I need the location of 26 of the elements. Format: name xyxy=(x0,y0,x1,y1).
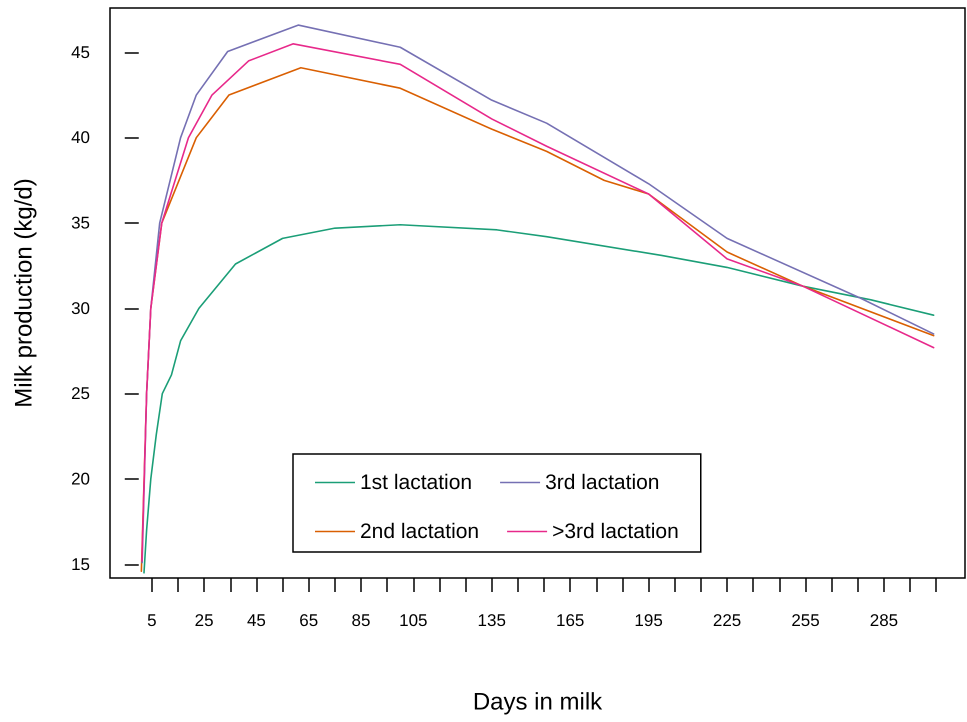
y-tick-label: 15 xyxy=(71,554,90,574)
legend-label: 2nd lactation xyxy=(360,520,480,543)
x-tick-label: 165 xyxy=(556,611,584,630)
y-axis-title: Milk production (kg/d) xyxy=(10,178,38,408)
x-axis-title: Days in milk xyxy=(472,688,604,716)
legend-label: 3rd lactation xyxy=(545,471,660,494)
x-tick-label: 255 xyxy=(791,611,820,630)
y-tick-label: 35 xyxy=(71,214,90,233)
y-tick-label: 25 xyxy=(71,384,90,404)
x-tick-label: 285 xyxy=(870,611,898,630)
x-tick-label: 5 xyxy=(147,611,157,630)
x-tick-label: 25 xyxy=(194,611,214,630)
x-tick-label: 85 xyxy=(352,611,370,630)
line-series xyxy=(143,224,934,574)
x-tick-label: 135 xyxy=(478,611,506,630)
x-tick-label: 225 xyxy=(712,611,742,630)
y-tick-label: 30 xyxy=(71,298,90,318)
x-tick-label: 105 xyxy=(399,611,428,630)
legend-label: 1st lactation xyxy=(360,471,472,494)
y-tick-label: 45 xyxy=(71,42,90,62)
y-tick-label: 20 xyxy=(71,470,90,489)
x-tick-label: 45 xyxy=(246,611,266,630)
legend-label: >3rd lactation xyxy=(552,520,679,543)
y-tick-label: 40 xyxy=(71,128,90,148)
x-tick-label: 195 xyxy=(634,611,663,630)
x-tick-label: 65 xyxy=(299,611,318,630)
